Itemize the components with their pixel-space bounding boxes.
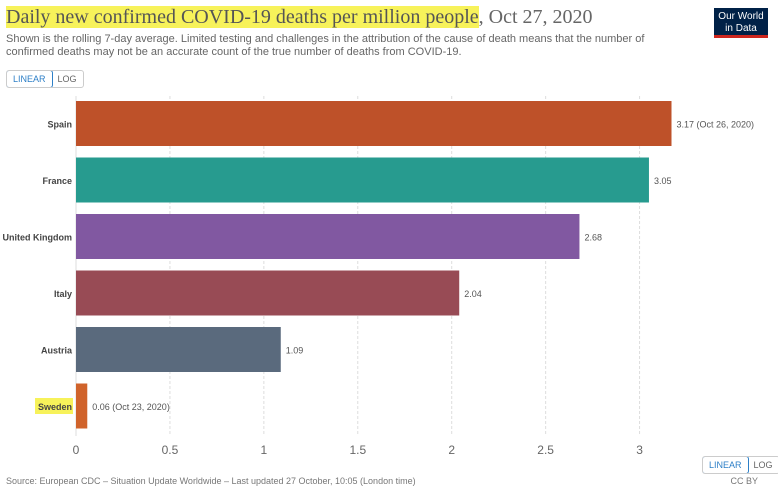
category-label: Austria bbox=[41, 346, 73, 356]
value-label: 2.68 bbox=[584, 233, 602, 243]
category-label: Italy bbox=[54, 289, 72, 299]
value-label: 2.04 bbox=[464, 289, 482, 299]
x-tick-label: 2 bbox=[448, 443, 455, 457]
chart-title-text: Daily new confirmed COVID-19 deaths per … bbox=[6, 6, 479, 28]
logo-accent-bar bbox=[714, 35, 768, 38]
linear-scale-button-bottom[interactable]: LINEAR bbox=[702, 457, 749, 473]
value-label: 1.09 bbox=[286, 346, 304, 356]
category-label: France bbox=[42, 176, 72, 186]
scale-toggle-top: LINEAR LOG bbox=[6, 70, 84, 88]
x-tick-label: 1.5 bbox=[349, 443, 366, 457]
value-label: 0.06 (Oct 23, 2020) bbox=[92, 402, 170, 412]
bar bbox=[76, 214, 580, 259]
category-label: Spain bbox=[47, 120, 72, 130]
category-label: Sweden bbox=[38, 402, 72, 412]
bar bbox=[76, 383, 88, 429]
chart-title: Daily new confirmed COVID-19 deaths per … bbox=[6, 6, 696, 29]
bar bbox=[76, 270, 460, 316]
x-tick-label: 0 bbox=[73, 443, 80, 457]
value-label: 3.05 bbox=[654, 176, 672, 186]
license-link[interactable]: CC BY bbox=[730, 476, 758, 486]
bar bbox=[76, 157, 649, 203]
value-label: 3.17 (Oct 26, 2020) bbox=[677, 120, 755, 130]
logo-line-1: Our World bbox=[718, 11, 764, 22]
chart-title-date: , Oct 27, 2020 bbox=[478, 6, 593, 28]
source-footer: Source: European CDC – Situation Update … bbox=[6, 476, 416, 486]
log-scale-button-bottom[interactable]: LOG bbox=[753, 460, 773, 470]
bar bbox=[76, 327, 281, 372]
log-scale-button[interactable]: LOG bbox=[57, 74, 77, 84]
bar bbox=[76, 101, 672, 146]
category-highlight bbox=[35, 398, 73, 414]
x-tick-label: 3 bbox=[636, 443, 643, 457]
linear-scale-button[interactable]: LINEAR bbox=[6, 71, 53, 87]
chart-subtitle: Shown is the rolling 7-day average. Limi… bbox=[6, 33, 645, 58]
logo-line-2: in Data bbox=[725, 23, 757, 34]
owid-logo[interactable]: Our World in Data bbox=[714, 8, 768, 38]
x-tick-label: 0.5 bbox=[162, 443, 179, 457]
chart-header: Daily new confirmed COVID-19 deaths per … bbox=[6, 6, 696, 59]
scale-toggle-bottom: LINEAR LOG bbox=[702, 456, 778, 474]
category-label: United Kingdom bbox=[3, 233, 73, 243]
x-tick-label: 1 bbox=[261, 443, 268, 457]
x-tick-label: 2.5 bbox=[537, 443, 554, 457]
